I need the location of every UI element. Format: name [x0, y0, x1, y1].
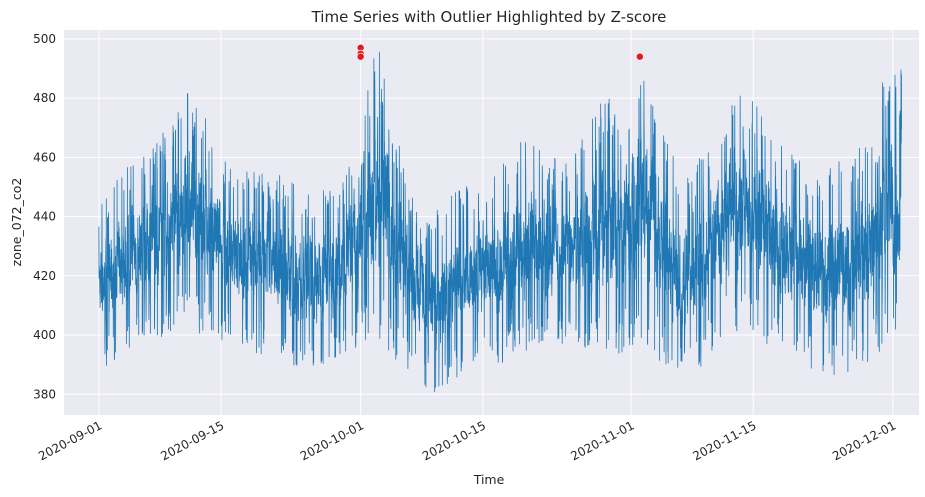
y-axis-label: zone_072_co2 [9, 178, 24, 267]
y-tick-label: 460 [33, 150, 56, 164]
y-axis: 380 400 420 440 460 480 500 [33, 32, 56, 401]
series-line-0 [98, 51, 902, 393]
y-tick-label: 500 [33, 32, 56, 46]
y-tick-label: 380 [33, 387, 56, 401]
y-tick-label: 400 [33, 328, 56, 342]
x-axis-label: Time [473, 472, 505, 487]
series-layer [98, 51, 902, 393]
outlier-layer [356, 43, 644, 61]
outlier-point [356, 52, 365, 61]
y-tick-label: 440 [33, 210, 56, 224]
y-tick-label: 480 [33, 91, 56, 105]
outlier-point [635, 52, 644, 61]
chart-title: Time Series with Outlier Highlighted by … [311, 8, 667, 26]
y-tick-label: 420 [33, 269, 56, 283]
